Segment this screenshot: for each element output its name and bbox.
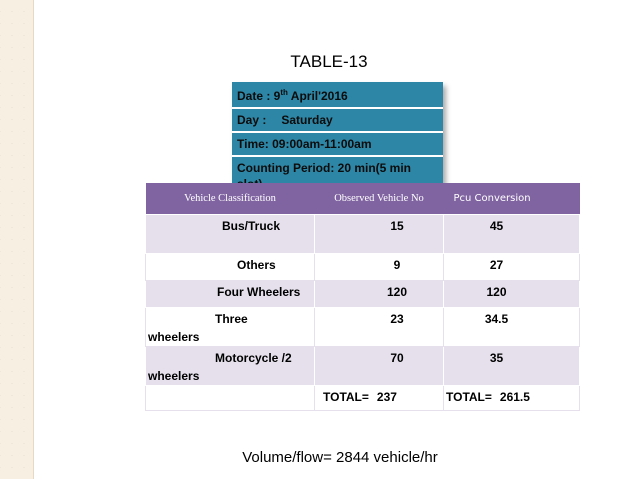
total-pcu: TOTAL= 261.5	[443, 385, 580, 411]
row-pcu: 35	[443, 346, 580, 386]
row-class-top: Three	[215, 312, 248, 326]
total-observed-value: 237	[376, 390, 397, 404]
date-sup: th	[280, 88, 288, 97]
row-observed: 15	[314, 214, 444, 254]
total-pcu-value: 261.5	[499, 390, 530, 404]
table-row: Three wheelers 23 34.5	[145, 307, 580, 347]
total-observed: TOTAL= 237	[314, 385, 444, 411]
row-pcu: 27	[443, 253, 580, 281]
row-class-top: Motorcycle /2	[215, 351, 292, 365]
row-pcu: 120	[443, 280, 580, 308]
total-observed-label: TOTAL=	[323, 390, 369, 404]
row-class-bottom: wheelers	[148, 369, 200, 383]
total-row: TOTAL= 237 TOTAL= 261.5	[145, 385, 580, 411]
date-row: Date : 9th April'2016	[232, 82, 443, 109]
header-pcu: Pcu Conversion	[443, 183, 580, 215]
slide-title: TABLE-13	[290, 52, 368, 71]
volume-flow-text: Volume/flow= 2844 vehicle/hr	[242, 449, 438, 466]
header-observed: Observed Vehicle No	[314, 183, 444, 215]
total-pcu-label: TOTAL=	[446, 390, 492, 404]
day-row: Day : Saturday	[232, 109, 443, 133]
day-value: Saturday	[281, 113, 333, 127]
row-observed: 23	[314, 307, 444, 347]
row-pcu: 45	[443, 214, 580, 254]
row-class-bottom: wheelers	[148, 330, 200, 344]
total-empty-cell	[145, 385, 315, 411]
table-header-row: Vehicle Classification Observed Vehicle …	[145, 183, 580, 215]
time-row: Time: 09:00am-11:00am	[232, 133, 443, 157]
info-box: Date : 9th April'2016 Day : Saturday Tim…	[232, 82, 443, 195]
table-row: Bus/Truck 15 45	[145, 214, 580, 254]
day-label: Day :	[237, 113, 267, 127]
row-class: Motorcycle /2 wheelers	[145, 346, 315, 386]
table-row: Four Wheelers 120 120	[145, 280, 580, 308]
row-observed: 70	[314, 346, 444, 386]
row-class: Others	[145, 253, 315, 281]
date-label: Date : 9	[237, 89, 281, 103]
table-row: Others 9 27	[145, 253, 580, 281]
date-rest: April'2016	[287, 89, 348, 103]
table-row: Motorcycle /2 wheelers 70 35	[145, 346, 580, 386]
row-observed: 120	[314, 280, 444, 308]
row-class: Three wheelers	[145, 307, 315, 347]
row-observed: 9	[314, 253, 444, 281]
row-class: Bus/Truck	[145, 214, 315, 254]
vehicle-table: Vehicle Classification Observed Vehicle …	[145, 183, 580, 411]
decorative-side-strip	[0, 0, 34, 479]
header-classification: Vehicle Classification	[145, 183, 315, 215]
row-pcu: 34.5	[443, 307, 580, 347]
row-class: Four Wheelers	[145, 280, 315, 308]
